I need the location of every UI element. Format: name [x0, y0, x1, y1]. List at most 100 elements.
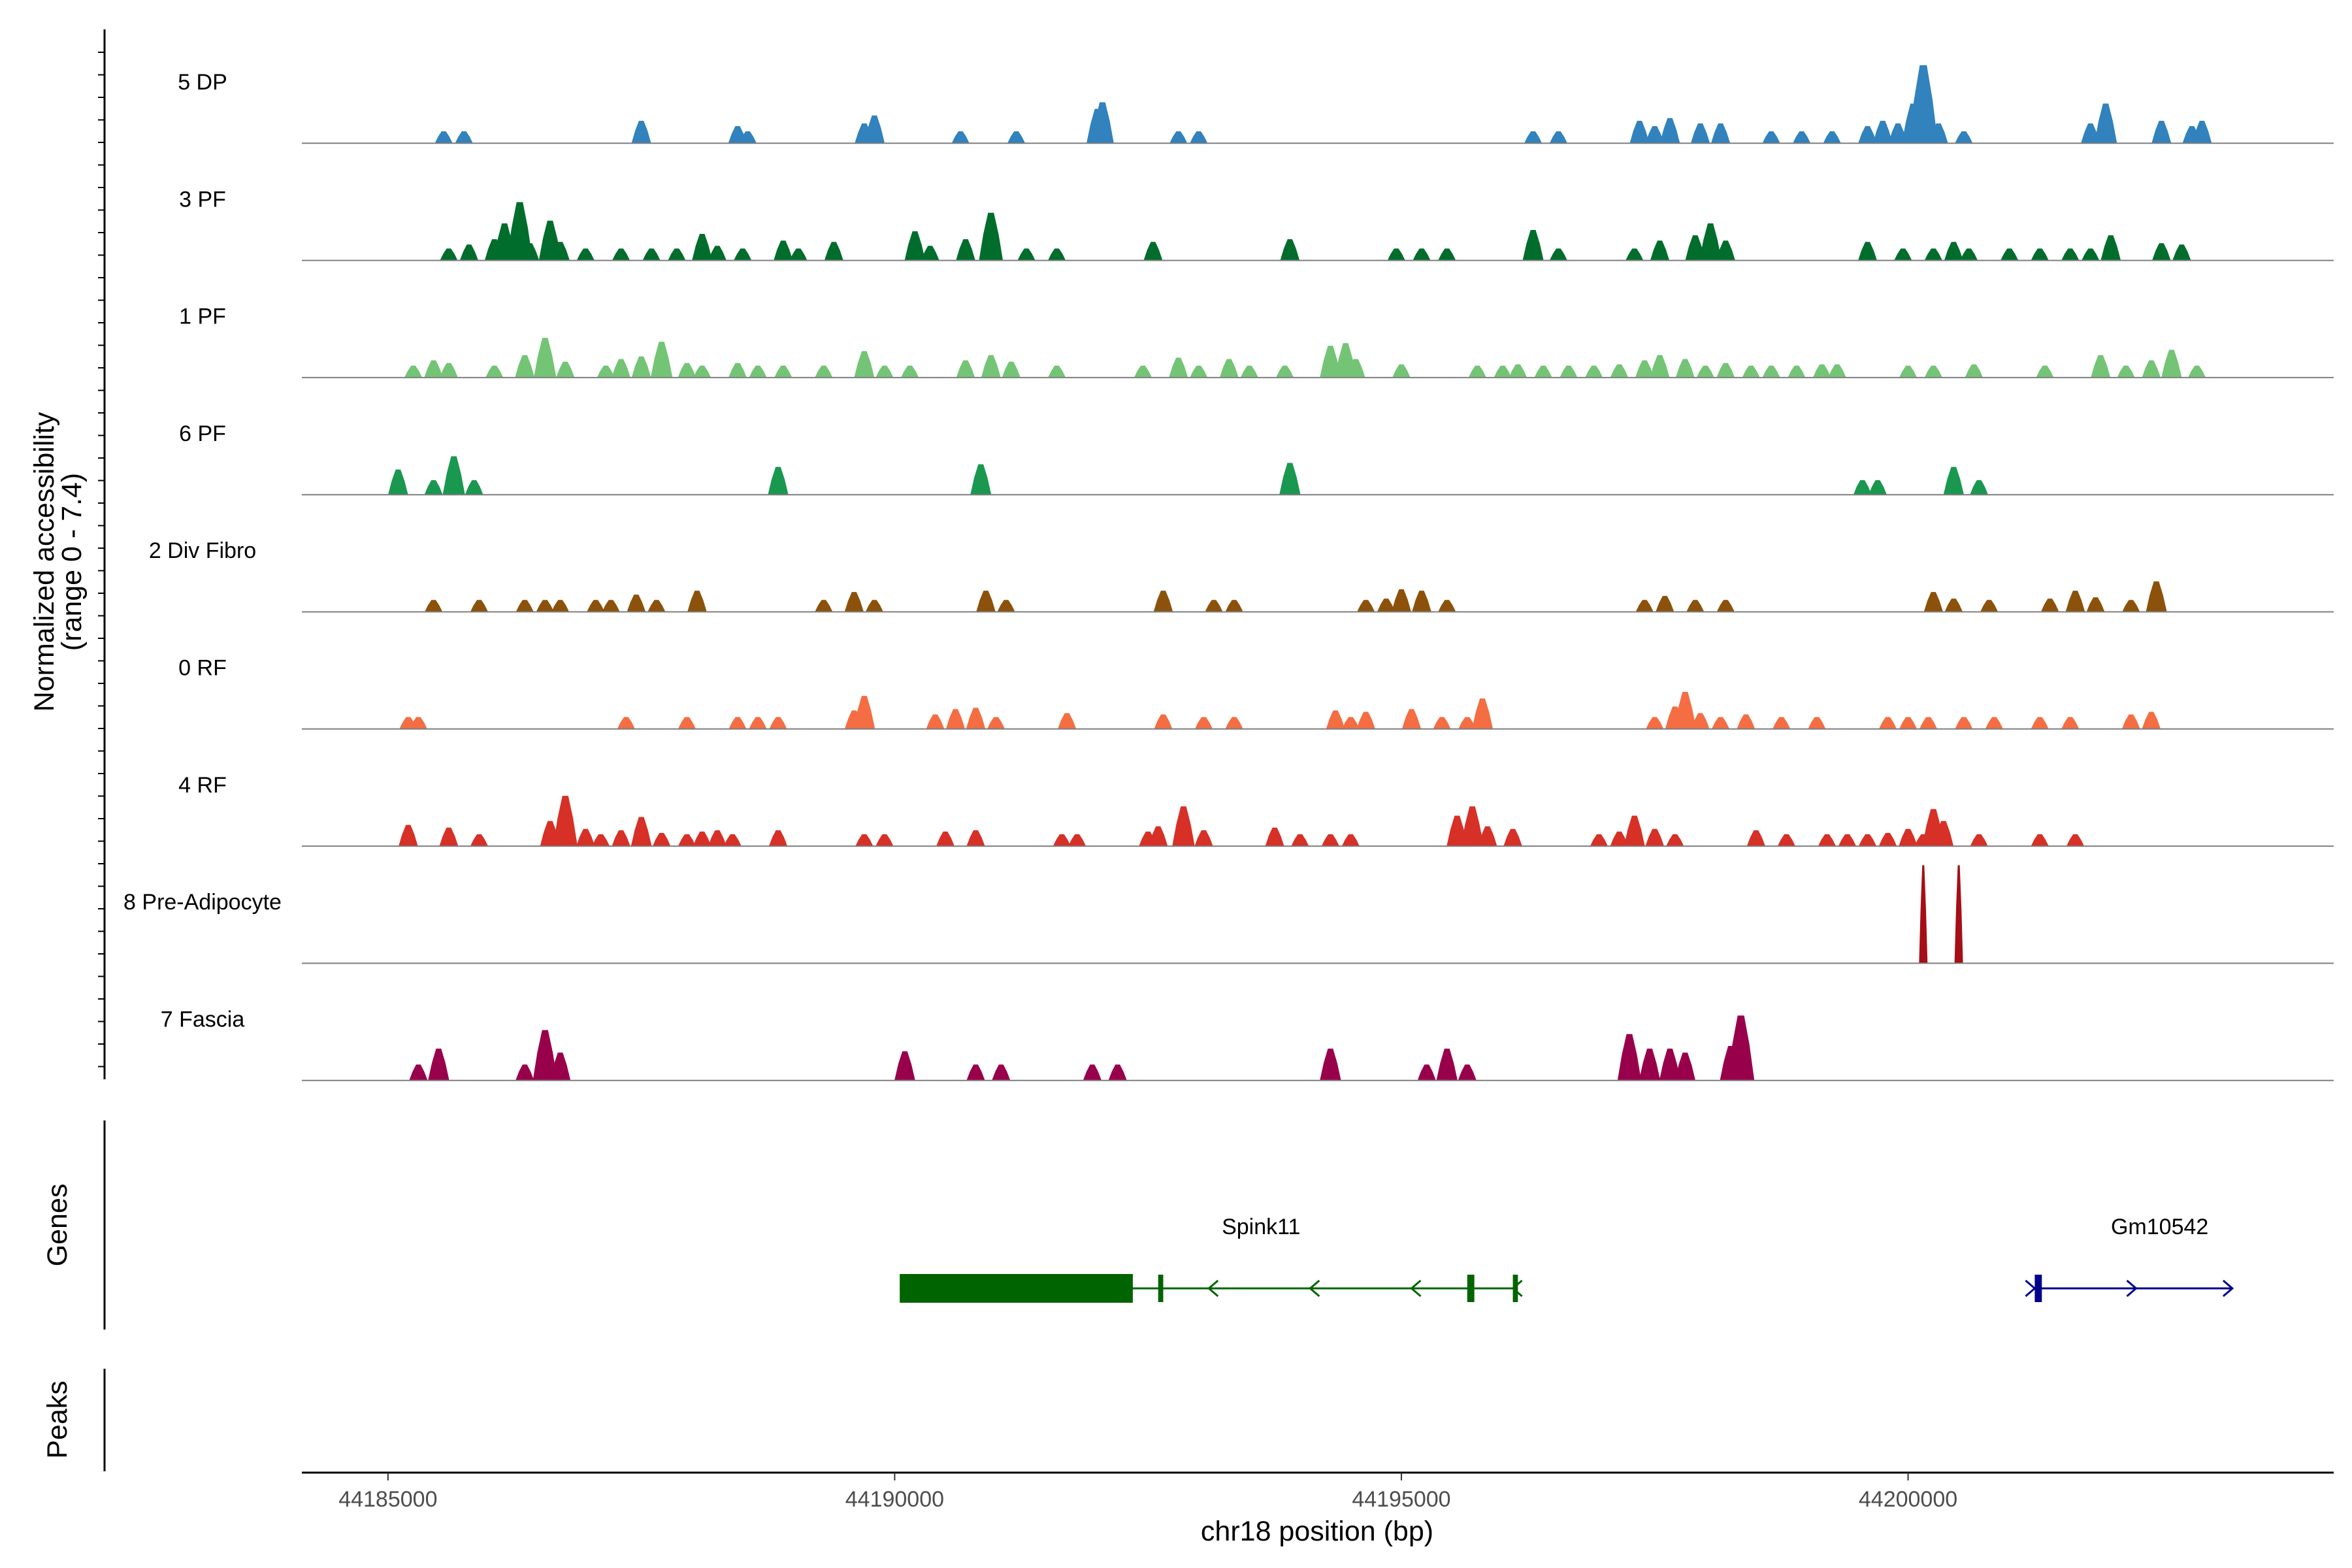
accessibility-peak — [1341, 834, 1360, 847]
track-3-pf: 3 PF — [179, 187, 2334, 261]
accessibility-peak — [1154, 714, 1173, 729]
accessibility-peak — [1549, 131, 1567, 144]
accessibility-peak — [1960, 248, 1978, 261]
accessibility-peak — [515, 600, 534, 612]
accessibility-peak — [1149, 826, 1168, 847]
accessibility-peak — [1899, 365, 1918, 378]
accessibility-peak — [591, 834, 610, 847]
x-tick-label: 44200000 — [1859, 1487, 1957, 1512]
accessibility-peak — [1391, 589, 1411, 612]
accessibility-peak — [536, 600, 554, 612]
accessibility-peak — [1240, 365, 1258, 378]
accessibility-peak — [425, 600, 443, 612]
gene-exon — [1467, 1275, 1475, 1302]
x-axis-title: chr18 position (bp) — [1201, 1516, 1433, 1547]
accessibility-peak — [1225, 600, 1243, 612]
accessibility-peak — [966, 708, 986, 729]
accessibility-peak — [2031, 248, 2049, 261]
accessibility-peak — [1438, 248, 1456, 261]
accessibility-peak — [439, 363, 458, 378]
accessibility-peak — [2094, 103, 2117, 144]
accessibility-peak — [2122, 600, 2140, 612]
accessibility-peak — [2040, 598, 2059, 612]
accessibility-peak — [1899, 828, 1918, 847]
accessibility-peak — [678, 834, 696, 847]
accessibility-peak — [678, 363, 696, 378]
accessibility-peak — [1472, 698, 1494, 729]
accessibility-peak — [1716, 240, 1735, 261]
accessibility-peak — [1674, 1053, 1695, 1081]
accessibility-peak — [1590, 834, 1609, 847]
accessibility-peak — [2117, 365, 2135, 378]
accessibility-peak — [1955, 131, 1973, 144]
accessibility-peak — [1494, 365, 1512, 378]
accessibility-peak — [1048, 248, 1066, 261]
accessibility-peak — [768, 830, 788, 847]
accessibility-peak — [440, 248, 458, 261]
track-8-pre-adipocyte: 8 Pre-Adipocyte — [123, 865, 2334, 964]
x-tick-label: 44190000 — [845, 1487, 944, 1512]
accessibility-peak — [1894, 248, 1912, 261]
accessibility-peak — [1629, 120, 1650, 144]
accessibility-peak — [1686, 600, 1705, 612]
accessibility-peak — [439, 827, 459, 847]
track-2-div-fibro: 2 Div Fibro — [149, 538, 2334, 613]
gene-exon — [1512, 1275, 1518, 1302]
accessibility-peak — [966, 1064, 985, 1081]
accessibility-peak — [2142, 360, 2161, 378]
accessibility-peak — [1933, 821, 1954, 847]
track-label: 5 DP — [178, 70, 227, 95]
accessibility-peak — [1461, 806, 1484, 847]
accessibility-peak — [815, 365, 833, 378]
accessibility-peak — [1899, 717, 1918, 729]
genes-panel: Spink11 Gm10542 — [900, 1215, 2234, 1303]
accessibility-peak — [1812, 364, 1831, 378]
accessibility-peak — [1762, 365, 1780, 378]
accessibility-peak — [1436, 1049, 1458, 1081]
accessibility-peak — [1219, 359, 1239, 378]
accessibility-peak — [424, 360, 443, 378]
accessibility-peak — [428, 1049, 449, 1081]
accessibility-peak — [1392, 364, 1411, 378]
accessibility-peak — [855, 834, 874, 847]
accessibility-peak — [997, 600, 1015, 612]
accessibility-peak — [2031, 717, 2049, 729]
accessibility-peak — [459, 244, 479, 261]
genes-panel-title: Genes — [42, 1184, 73, 1267]
accessibility-peak — [1190, 131, 1208, 144]
accessibility-peak — [738, 131, 757, 144]
accessibility-peak — [631, 120, 651, 144]
accessibility-peak — [1666, 834, 1684, 847]
accessibility-peak — [1438, 600, 1456, 612]
accessibility-peak — [2081, 123, 2100, 144]
accessibility-peak — [1610, 831, 1629, 847]
accessibility-peak — [515, 355, 535, 378]
accessibility-peak — [576, 828, 595, 847]
accessibility-peak — [1762, 131, 1780, 144]
accessibility-peak — [470, 600, 489, 612]
accessibility-tracks: 5 DP 3 PF 1 PF 6 PF 2 Div Fibro 0 RF 4 RF 8 Pre… — [123, 65, 2334, 1081]
accessibility-peak — [1808, 717, 1826, 729]
accessibility-peak — [693, 365, 711, 378]
accessibility-peak — [1053, 834, 1071, 847]
accessibility-peak — [587, 600, 605, 612]
accessibility-peak — [1321, 834, 1339, 847]
accessibility-peak — [1869, 480, 1887, 495]
accessibility-peak — [1635, 600, 1654, 612]
accessibility-peak — [936, 831, 955, 847]
accessibility-peak — [1635, 360, 1654, 378]
accessibility-peak — [966, 830, 985, 847]
accessibility-peak — [2061, 717, 2080, 729]
accessibility-peak — [2146, 581, 2167, 612]
track-0-rf: 0 RF — [178, 656, 2334, 730]
accessibility-peak — [951, 131, 970, 144]
accessibility-peak — [1610, 364, 1629, 378]
gene-gm10542: Gm10542 — [2025, 1215, 2234, 1302]
accessibility-peak — [1858, 242, 1877, 261]
accessibility-peak — [1923, 592, 1943, 612]
accessibility-peak — [1401, 709, 1422, 729]
gene-name-label: Gm10542 — [2111, 1215, 2208, 1239]
peaks-panel-title: Peaks — [42, 1380, 73, 1459]
accessibility-peak — [789, 248, 808, 261]
accessibility-peak — [1691, 713, 1710, 729]
